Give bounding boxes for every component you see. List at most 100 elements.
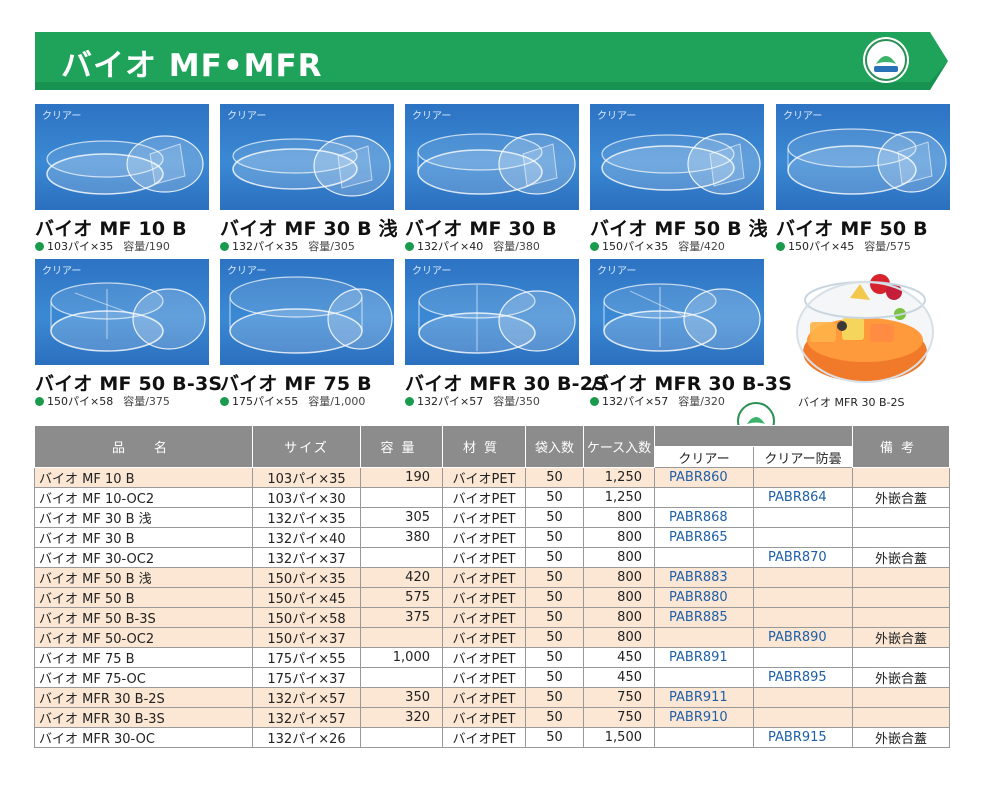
cell-name: バイオ MF 10-OC2 <box>34 487 253 508</box>
cell-capacity: 375 <box>360 607 443 628</box>
product-spec: 103パイ×35 容量/190 <box>35 238 170 254</box>
cell-case: 450 <box>583 647 655 668</box>
cell-antifog-code <box>753 507 853 528</box>
green-dot-icon <box>590 397 599 406</box>
cell-material: バイオPET <box>442 727 526 748</box>
cell-antifog-code <box>753 647 853 668</box>
product-capacity: 容量/420 <box>678 240 725 253</box>
cell-antifog-code <box>753 687 853 708</box>
product-name: バイオ MF 30 B <box>405 218 557 240</box>
container-image-icon <box>787 128 947 195</box>
cell-material: バイオPET <box>442 687 526 708</box>
cell-note <box>852 527 950 548</box>
cell-note: 外嵌合蓋 <box>852 547 950 568</box>
product-spec: 150パイ×35 容量/420 <box>590 238 725 254</box>
cell-material: バイオPET <box>442 487 526 508</box>
cell-size: 132パイ×40 <box>252 527 361 548</box>
cell-clear-code: PABR891 <box>654 647 754 668</box>
table-row: バイオ MF 10-OC2 103パイ×30 バイオPET 50 1,250 P… <box>34 487 950 508</box>
table-row: バイオ MFR 30-OC 132パイ×26 バイオPET 50 1,500 P… <box>34 727 950 748</box>
cell-note <box>852 587 950 608</box>
product-size: 103パイ×35 <box>47 240 114 253</box>
product-spec: 132パイ×57 容量/320 <box>590 393 725 409</box>
cell-bag: 50 <box>525 687 584 708</box>
cell-material: バイオPET <box>442 667 526 688</box>
cell-capacity <box>360 547 443 568</box>
container-image-icon <box>417 133 576 195</box>
cell-antifog-code: PABR864 <box>753 487 853 508</box>
cell-size: 132パイ×35 <box>252 507 361 528</box>
cell-size: 150パイ×37 <box>252 627 361 648</box>
product-name: バイオ MF 50 B-3S <box>35 373 223 395</box>
table-row: バイオ MF 10 B 103パイ×35 190 バイオPET 50 1,250… <box>34 467 950 488</box>
cell-note: 外嵌合蓋 <box>852 667 950 688</box>
product-capacity: 容量/1,000 <box>308 395 366 408</box>
product-photo: クリアー <box>776 104 950 210</box>
cell-clear-code <box>654 487 754 508</box>
table-row: バイオ MF 50 B 浅 150パイ×35 420 バイオPET 50 800… <box>34 567 950 588</box>
table-row: バイオ MF 30 B 浅 132パイ×35 305 バイオPET 50 800… <box>34 507 950 528</box>
product-name: バイオ MF 75 B <box>220 373 372 395</box>
cell-name: バイオ MF 30 B 浅 <box>34 507 253 528</box>
col-header-bag-count: 袋入数 <box>525 425 584 468</box>
cell-name: バイオ MF 50 B 浅 <box>34 567 253 588</box>
cell-note: 外嵌合蓋 <box>852 727 950 748</box>
container-image-icon <box>232 135 391 197</box>
cell-material: バイオPET <box>442 467 526 488</box>
col-header-note: 備考 <box>852 425 950 468</box>
col-header-size: サイズ <box>252 425 361 468</box>
color-tag: クリアー <box>597 111 637 122</box>
spec-table: 品 名 サイズ 容量 材質 袋入数 ケース入数 備考 クリアー クリアー防曇 バ… <box>34 425 950 748</box>
cell-name: バイオ MF 30 B <box>34 527 253 548</box>
product-size: 150パイ×35 <box>602 240 669 253</box>
cell-note <box>852 507 950 528</box>
cell-case: 800 <box>583 607 655 628</box>
cell-case: 800 <box>583 627 655 648</box>
cell-bag: 50 <box>525 627 584 648</box>
cell-note: 外嵌合蓋 <box>852 627 950 648</box>
cell-size: 132パイ×37 <box>252 547 361 568</box>
product-capacity: 容量/350 <box>493 395 540 408</box>
color-tag: クリアー <box>412 266 452 277</box>
product-spec: 132パイ×57 容量/350 <box>405 393 540 409</box>
cell-note <box>852 607 950 628</box>
table-row: バイオ MFR 30 B-2S 132パイ×57 350 バイオPET 50 7… <box>34 687 950 708</box>
cell-antifog-code <box>753 707 853 728</box>
cell-clear-code: PABR911 <box>654 687 754 708</box>
cell-name: バイオ MFR 30 B-3S <box>34 707 253 728</box>
green-dot-icon <box>220 397 229 406</box>
cell-case: 450 <box>583 667 655 688</box>
cell-name: バイオ MF 30-OC2 <box>34 547 253 568</box>
cell-size: 175パイ×55 <box>252 647 361 668</box>
header-banner: バイオ MF•MFR <box>35 32 948 90</box>
product-capacity: 容量/575 <box>864 240 911 253</box>
cell-capacity: 320 <box>360 707 443 728</box>
cell-name: バイオ MFR 30 B-2S <box>34 687 253 708</box>
cell-case: 1,250 <box>583 487 655 508</box>
color-tag: クリアー <box>597 266 637 277</box>
product-size: 132パイ×35 <box>232 240 299 253</box>
container-image-icon <box>603 283 761 352</box>
product-photo: クリアー <box>590 259 764 365</box>
cell-note <box>852 687 950 708</box>
product-name: バイオ MF 30 B 浅 <box>220 218 398 240</box>
table-row: バイオ MF 75 B 175パイ×55 1,000 バイオPET 50 450… <box>34 647 950 668</box>
cell-bag: 50 <box>525 607 584 628</box>
product-size: 132パイ×40 <box>417 240 484 253</box>
cell-name: バイオ MF 50 B-3S <box>34 607 253 628</box>
product-spec: 132パイ×35 容量/305 <box>220 238 355 254</box>
product-photo: クリアー <box>35 104 209 210</box>
color-tag: クリアー <box>227 266 267 277</box>
product-photo: クリアー <box>405 104 579 210</box>
color-tag: クリアー <box>783 111 823 122</box>
product-photo: クリアー <box>220 104 394 210</box>
cell-note: 外嵌合蓋 <box>852 487 950 508</box>
product-name: バイオ MF 50 B 浅 <box>590 218 768 240</box>
product-photo: クリアー <box>590 104 764 210</box>
cell-size: 132パイ×57 <box>252 687 361 708</box>
cell-capacity: 350 <box>360 687 443 708</box>
cell-bag: 50 <box>525 487 584 508</box>
cell-antifog-code <box>753 467 853 488</box>
page-title: バイオ MF•MFR <box>61 48 323 84</box>
product-name: バイオ MFR 30 B-2S <box>405 373 608 395</box>
